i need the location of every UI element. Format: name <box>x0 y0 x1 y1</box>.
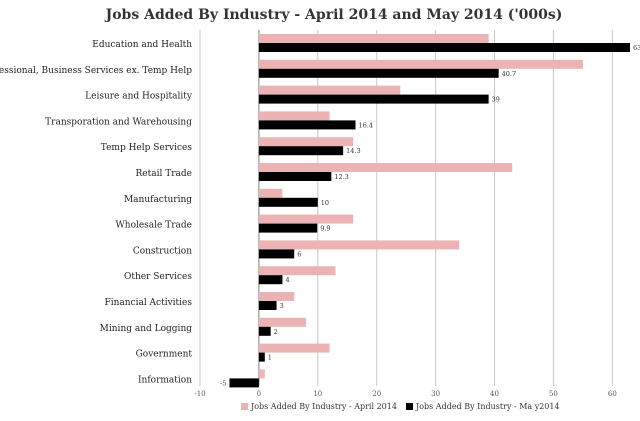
x-tick-label: 50 <box>549 390 558 398</box>
x-tick-label: 40 <box>490 390 499 398</box>
data-label: 1 <box>268 354 272 362</box>
bars <box>229 34 630 388</box>
x-tick-label: 60 <box>608 390 617 398</box>
legend-label: Jobs Added By Industry - Ma y2014 <box>415 402 560 411</box>
bar-may-2014 <box>258 326 271 336</box>
bar-may-2014 <box>258 68 499 78</box>
category-label: Manufacturing <box>124 195 192 205</box>
bar-may-2014 <box>258 146 344 156</box>
data-label: 12.3 <box>334 173 348 181</box>
data-label: 4 <box>285 276 289 284</box>
legend-swatch <box>406 403 413 410</box>
data-label: 9.9 <box>320 225 330 233</box>
bar-may-2014 <box>258 301 277 310</box>
category-label: Temp Help Services <box>101 143 193 153</box>
bar-may-2014 <box>258 197 318 207</box>
data-label: 14.3 <box>346 147 360 155</box>
category-label: Government <box>136 350 193 360</box>
category-label: Wholesale Trade <box>116 221 192 231</box>
bar-may-2014 <box>258 275 283 285</box>
bar-april-2014 <box>258 85 401 95</box>
bar-april-2014 <box>258 111 330 121</box>
bar-may-2014 <box>258 249 295 259</box>
bar-april-2014 <box>258 369 265 379</box>
category-label: Retail Trade <box>136 169 192 179</box>
bar-april-2014 <box>258 292 295 301</box>
bar-april-2014 <box>258 266 336 276</box>
bar-april-2014 <box>258 343 330 353</box>
category-label: Other Services <box>124 272 192 282</box>
data-label: 2 <box>274 328 278 336</box>
bar-april-2014 <box>258 240 460 250</box>
x-tick-label: 20 <box>372 390 381 398</box>
category-label: Transporation and Warehousing <box>45 117 192 127</box>
legend-swatch <box>241 403 248 410</box>
bar-april-2014 <box>258 317 307 327</box>
bar-april-2014 <box>258 137 354 147</box>
x-tick-label: 0 <box>257 390 261 398</box>
bar-may-2014 <box>258 172 332 181</box>
bar-may-2014 <box>258 43 630 52</box>
bar-may-2014 <box>258 223 318 233</box>
legend: Jobs Added By Industry - April 2014 Jobs … <box>241 402 560 411</box>
bar-may-2014 <box>229 378 259 388</box>
bar-april-2014 <box>258 188 283 198</box>
category-label: Professional, Business Services ex. Temp… <box>0 66 192 76</box>
data-label: 40.7 <box>502 70 516 78</box>
data-label: 39 <box>492 96 500 104</box>
bar-april-2014 <box>258 34 489 43</box>
chart-title: Jobs Added By Industry - April 2014 and … <box>104 7 563 23</box>
bar-april-2014 <box>258 59 583 69</box>
x-tick-label: 30 <box>431 390 440 398</box>
bar-april-2014 <box>258 214 354 224</box>
bar-may-2014 <box>258 94 489 104</box>
data-label: 6 <box>297 250 301 258</box>
data-label: 10 <box>321 199 329 207</box>
bar-may-2014 <box>258 352 265 362</box>
category-label: Information <box>138 375 192 385</box>
category-label: Construction <box>133 246 192 256</box>
bar-may-2014 <box>258 120 356 130</box>
category-label: Financial Activities <box>104 298 192 308</box>
bar-april-2014 <box>258 163 513 172</box>
data-label: 16.4 <box>359 121 373 129</box>
legend-label: Jobs Added By Industry - April 2014 <box>250 402 397 411</box>
x-tick-label: -10 <box>194 390 205 398</box>
data-label: 3 <box>280 302 284 310</box>
category-label: Leisure and Hospitality <box>85 92 193 102</box>
category-label: Education and Health <box>92 40 192 50</box>
data-label: -5 <box>220 379 226 387</box>
data-label: 63 <box>633 44 640 52</box>
x-tick-label: 10 <box>313 390 322 398</box>
category-label: Mining and Logging <box>100 324 193 334</box>
